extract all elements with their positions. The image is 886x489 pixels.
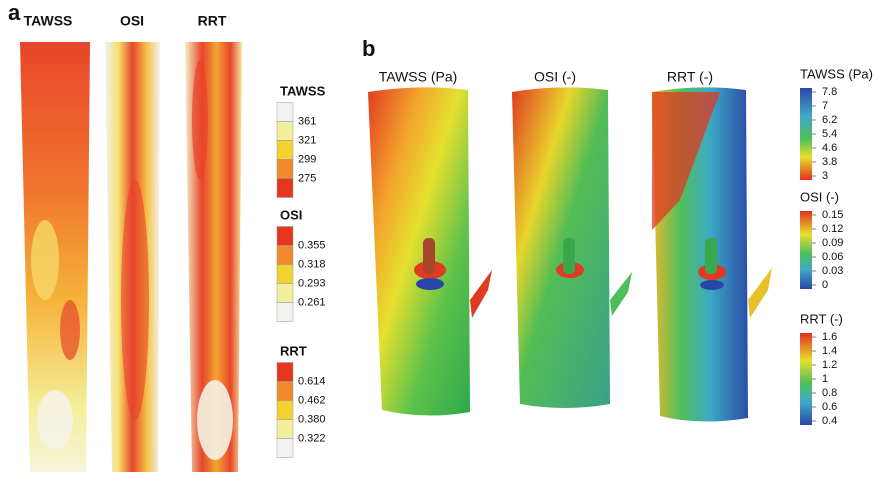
legend-title: RRT (-) — [800, 311, 843, 326]
legend-swatch — [276, 178, 294, 198]
legend-swatch — [276, 381, 294, 401]
legend-label: 0 — [822, 279, 828, 291]
legend-label: 0.355 — [298, 239, 326, 251]
legend-label: 6.2 — [822, 114, 837, 126]
legend-label: 3 — [822, 170, 828, 182]
legend-label: 4.6 — [822, 142, 837, 154]
legend-label: 0.614 — [298, 375, 326, 387]
column-title: RRT (-) — [667, 69, 713, 85]
legend-swatch — [276, 121, 294, 141]
legend-swatch — [276, 302, 294, 322]
legend-label: 0.15 — [822, 209, 843, 221]
legend-swatch — [276, 283, 294, 303]
legend-label: 1.4 — [822, 345, 837, 357]
legend-title: TAWSS (Pa) — [800, 66, 873, 81]
legend-title: OSI (-) — [800, 189, 839, 204]
legend-swatch — [276, 226, 294, 246]
legend-label: 0.6 — [822, 401, 837, 413]
panel-label: b — [362, 36, 375, 61]
legend-swatch — [276, 362, 294, 382]
legend-swatch — [276, 400, 294, 420]
legend-label: 0.09 — [822, 237, 843, 249]
color-bar — [800, 211, 812, 289]
column-title: TAWSS (Pa) — [379, 69, 458, 85]
legend-swatch — [276, 438, 294, 458]
contour-strips — [20, 42, 242, 472]
column-title: TAWSS — [24, 13, 73, 29]
legend-label: 3.8 — [822, 156, 837, 168]
legend-swatch — [276, 159, 294, 179]
legend-label: 1.2 — [822, 359, 837, 371]
legend-label: 275 — [298, 172, 316, 184]
legend-label: 0.293 — [298, 277, 326, 289]
legend-label: 0.462 — [298, 394, 326, 406]
legend-label: 0.06 — [822, 251, 843, 263]
legend-swatch — [276, 245, 294, 265]
legend-title: TAWSS — [280, 83, 326, 98]
vessel-models — [368, 87, 772, 422]
legend-label: 0.380 — [298, 413, 326, 425]
legend-label: 299 — [298, 153, 316, 165]
legend-label: 0.03 — [822, 265, 843, 277]
legend-swatch — [276, 419, 294, 439]
legend-label: 361 — [298, 115, 316, 127]
legend-label: 1.6 — [822, 331, 837, 343]
legend-label: 0.12 — [822, 223, 843, 235]
legend-label: 7.8 — [822, 86, 837, 98]
legend-swatch — [276, 102, 294, 122]
legend-label: 1 — [822, 373, 828, 385]
color-bar — [800, 88, 812, 180]
color-bar — [800, 333, 812, 425]
legend-title: RRT — [280, 343, 307, 358]
legend-label: 7 — [822, 100, 828, 112]
legend-title: OSI — [280, 207, 302, 222]
legend-label: 0.261 — [298, 296, 326, 308]
legend-label: 321 — [298, 134, 316, 146]
column-title: OSI (-) — [534, 69, 576, 85]
legend-swatch — [276, 264, 294, 284]
column-title: OSI — [120, 13, 144, 29]
column-title: RRT — [198, 13, 227, 29]
legend-label: 0.322 — [298, 432, 326, 444]
legend-label: 0.8 — [822, 387, 837, 399]
panel-label: a — [8, 0, 21, 25]
labels: a b TAWSS OSI RRT TAWSS (Pa) OSI (-) RRT (-) TAW… — [8, 0, 873, 458]
legend-label: 0.4 — [822, 415, 837, 427]
legend-label: 0.318 — [298, 258, 326, 270]
legend-label: 5.4 — [822, 128, 837, 140]
legend-swatch — [276, 140, 294, 160]
